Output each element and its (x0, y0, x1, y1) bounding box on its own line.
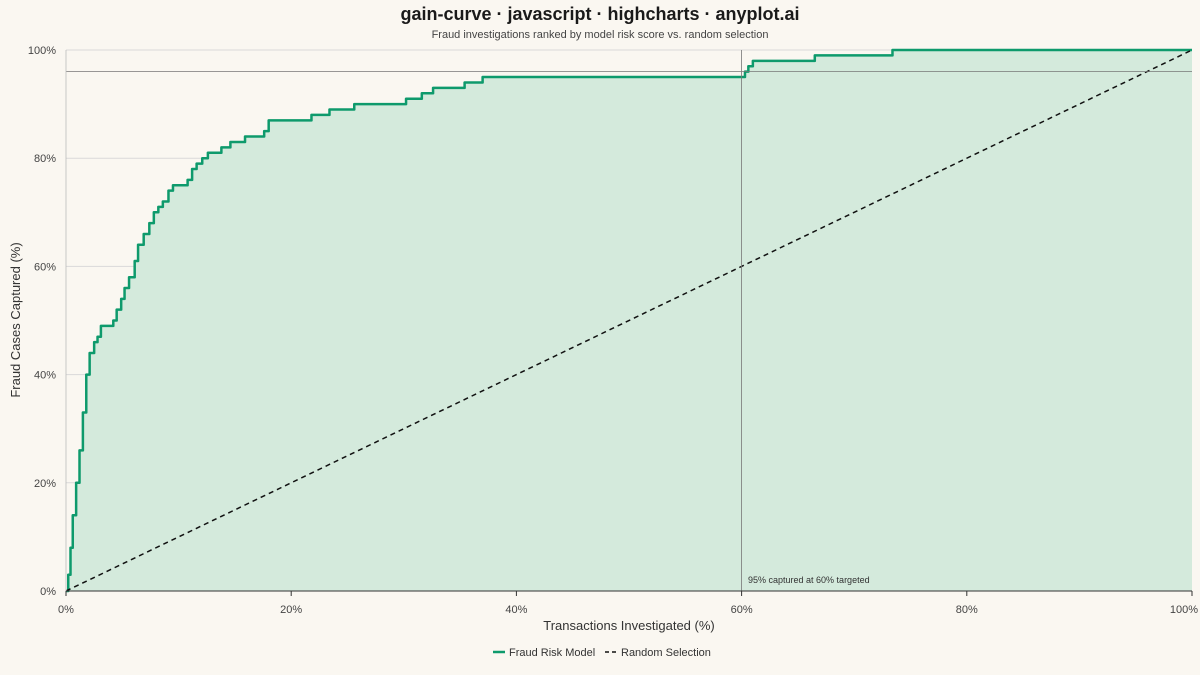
y-tick-label: 100% (28, 45, 56, 57)
legend: Fraud Risk Model Random Selection (493, 647, 711, 659)
y-axis-title: Fraud Cases Captured (%) (8, 242, 23, 397)
x-tick-label: 40% (505, 604, 527, 616)
x-tick-label: 100% (1170, 604, 1198, 616)
legend-item-random[interactable]: Random Selection (605, 647, 711, 659)
annotation-label: 95% captured at 60% targeted (748, 575, 870, 585)
model-gain-line (66, 48, 1192, 593)
legend-random-label: Random Selection (621, 647, 711, 659)
legend-item-model[interactable]: Fraud Risk Model (493, 647, 595, 659)
y-tick-label: 40% (34, 370, 56, 382)
axes: 0% 20% 40% 60% 80% 100% 0% 20% 40% 60% 80% 100% (28, 45, 1198, 616)
y-tick-label: 60% (34, 261, 56, 273)
x-axis-title: Transactions Investigated (%) (543, 618, 714, 633)
y-tick-label: 0% (40, 586, 56, 598)
x-tick-label: 0% (58, 604, 74, 616)
reference-lines (66, 50, 1192, 591)
chart-title: gain-curve · javascript · highcharts · a… (400, 4, 799, 24)
y-tick-label: 80% (34, 153, 56, 165)
x-tick-label: 60% (731, 604, 753, 616)
random-baseline-line (65, 49, 1193, 592)
plot-area (65, 48, 1193, 593)
x-tick-label: 80% (956, 604, 978, 616)
chart-subtitle: Fraud investigations ranked by model ris… (432, 29, 769, 41)
x-tick-label: 20% (280, 604, 302, 616)
legend-model-label: Fraud Risk Model (509, 647, 595, 659)
y-tick-label: 20% (34, 478, 56, 490)
